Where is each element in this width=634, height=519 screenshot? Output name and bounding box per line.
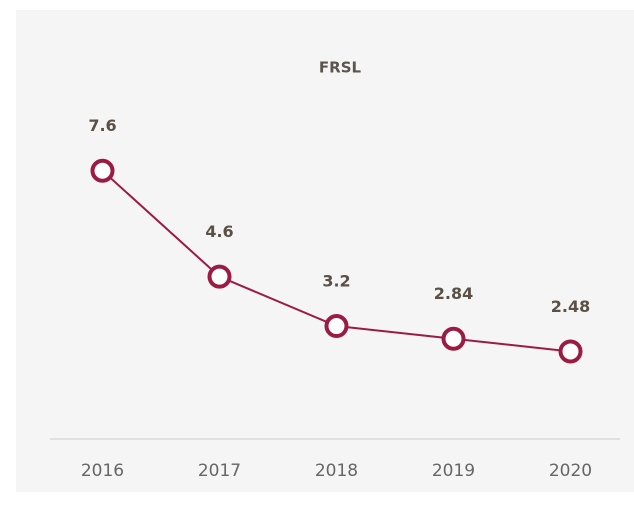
data-label: 2.48 [551, 297, 590, 316]
x-tick-label: 2019 [432, 461, 475, 481]
marker [207, 264, 232, 289]
data-label: 2.84 [434, 284, 473, 303]
x-tick-label: 2020 [549, 461, 592, 481]
marker [558, 339, 583, 364]
marker [90, 158, 115, 183]
x-tick-label: 2018 [315, 461, 358, 481]
x-tick-label: 2016 [81, 461, 124, 481]
data-label: 7.6 [88, 116, 116, 135]
data-label: 3.2 [322, 272, 350, 291]
data-label: 4.6 [205, 222, 233, 241]
x-tick-label: 2017 [198, 461, 241, 481]
chart-title: FRSL [319, 59, 362, 77]
marker [441, 326, 466, 351]
panel [16, 10, 634, 492]
marker [324, 314, 349, 339]
